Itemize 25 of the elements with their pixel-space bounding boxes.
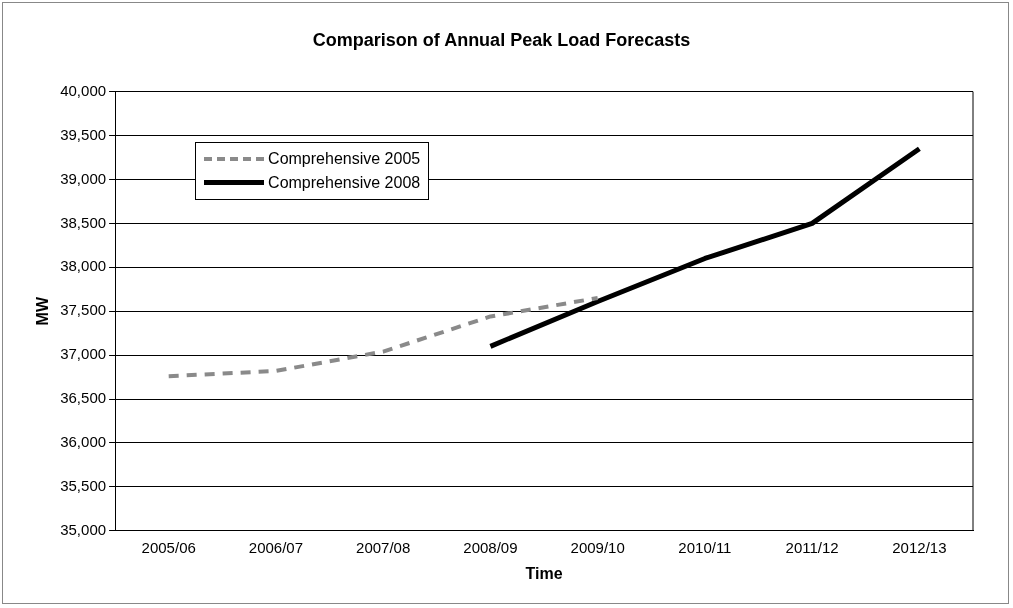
x-tick-label: 2011/12 [785,538,839,556]
x-tick-label: 2005/06 [141,538,196,556]
line-series [166,296,600,379]
x-tick-label: 2008/09 [463,538,518,556]
y-axis-title: MW [34,296,52,326]
legend-label: Comprehensive 2008 [268,172,421,193]
legend-label: Comprehensive 2005 [268,148,421,169]
chart-title: Comparison of Annual Peak Load Forecasts [312,29,691,50]
x-tick-label: 2010/11 [678,538,732,556]
y-tick-label: 37,000 [60,345,107,363]
y-tick-label: 38,500 [60,213,107,231]
y-tick-label: 39,000 [60,169,107,187]
y-tick-label: 35,000 [60,520,107,538]
y-tick-label: 36,500 [60,389,107,407]
y-tick-label: 36,000 [60,433,107,451]
x-tick-label: 2007/08 [356,538,411,556]
x-axis-title: Time [525,564,563,582]
x-tick-label: 2009/10 [570,538,625,556]
y-tick-label: 37,500 [60,301,107,319]
y-tick-label: 35,500 [60,477,107,495]
y-tick-label: 40,000 [60,81,107,99]
y-tick-label: 38,000 [60,257,107,275]
x-tick-label: 2012/13 [892,538,947,556]
x-tick-label: 2006/07 [248,538,304,556]
y-tick-label: 39,500 [60,125,107,143]
